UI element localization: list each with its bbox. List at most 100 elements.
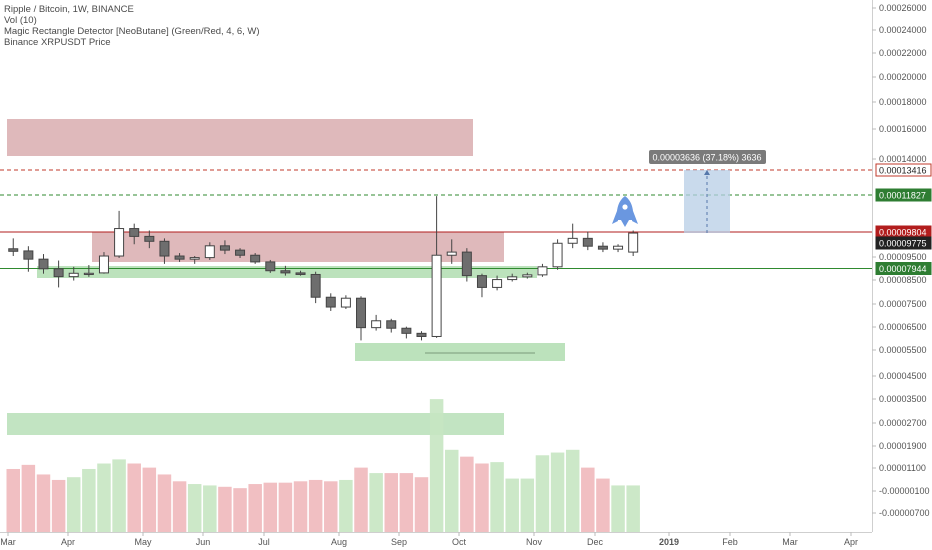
volume-bar	[324, 481, 338, 532]
candle[interactable]	[597, 242, 608, 253]
candle-body	[552, 242, 563, 268]
candle[interactable]	[431, 196, 442, 338]
candle[interactable]	[53, 260, 64, 288]
candle[interactable]	[371, 314, 382, 331]
legend-volume[interactable]: Vol (10)	[4, 15, 37, 26]
candle[interactable]	[507, 273, 518, 282]
candle[interactable]	[613, 244, 624, 253]
candle[interactable]	[144, 230, 155, 249]
volume-bar	[565, 449, 580, 532]
candle-body	[174, 255, 185, 260]
y-axis[interactable]: 0.00026000 0.00024000 0.00022000 0.00020000…	[872, 0, 930, 532]
candle[interactable]	[68, 266, 79, 281]
candle-body	[83, 272, 94, 275]
y-tick-label: 0.00024000	[879, 25, 927, 35]
candle[interactable]	[537, 263, 548, 277]
volume-bar	[308, 479, 323, 532]
price-tags: 0.00013416 0.00011827 0.000098040.00009775…	[875, 163, 932, 275]
volume-bar	[596, 478, 610, 532]
x-tick-label: May	[134, 537, 152, 547]
green-zone-lower[interactable]	[355, 343, 565, 361]
candle[interactable]	[310, 271, 321, 304]
y-tick-label: 0.00026000	[879, 3, 927, 13]
candle[interactable]	[265, 259, 276, 273]
y-tick-label: 0.00018000	[879, 97, 927, 107]
candle[interactable]	[189, 256, 200, 264]
candle[interactable]	[250, 253, 261, 264]
candle[interactable]	[446, 239, 457, 264]
volume-bar	[339, 479, 353, 532]
candle[interactable]	[129, 223, 140, 245]
volume-bar	[611, 485, 625, 532]
volume-bar	[21, 464, 36, 532]
candle[interactable]	[174, 253, 185, 262]
candle[interactable]	[38, 254, 49, 274]
candle[interactable]	[461, 248, 472, 282]
candle-body	[476, 275, 487, 288]
candle-body	[98, 255, 109, 274]
candle-body	[537, 266, 548, 276]
candle[interactable]	[159, 238, 170, 264]
price-tag: 0.00009804	[875, 225, 932, 239]
candle[interactable]	[204, 242, 215, 260]
candle[interactable]	[23, 246, 34, 272]
volume-bar	[218, 486, 232, 532]
legend-symbol[interactable]: Ripple / Bitcoin, 1W, BINANCE	[4, 4, 134, 15]
candle-body	[23, 250, 34, 260]
y-tick-label: 0.00016000	[879, 124, 927, 134]
candle[interactable]	[522, 272, 533, 279]
chart-legend: Ripple / Bitcoin, 1W, BINANCE Vol (10) M…	[4, 4, 260, 48]
candle-body	[613, 245, 624, 250]
rocket-icon	[612, 196, 638, 227]
green-zone-volume[interactable]	[7, 413, 504, 435]
volume-bar	[127, 463, 141, 532]
volume-bar	[293, 481, 308, 532]
volume-bar	[505, 478, 519, 532]
legend-indicator[interactable]: Magic Rectangle Detector [NeoButane] (Gr…	[4, 26, 260, 37]
candle[interactable]	[356, 296, 367, 341]
candle[interactable]	[567, 223, 578, 249]
candle-body	[235, 249, 246, 256]
candle[interactable]	[628, 230, 639, 257]
volume-bar	[475, 463, 489, 532]
candle[interactable]	[492, 275, 503, 291]
candle[interactable]	[325, 293, 336, 311]
candle[interactable]	[416, 331, 427, 341]
candle[interactable]	[582, 231, 593, 251]
candle[interactable]	[295, 270, 306, 276]
candle[interactable]	[340, 295, 351, 310]
candle-body	[401, 327, 412, 334]
volume-bar	[429, 399, 444, 532]
price-tag: 0.00009775	[875, 236, 932, 250]
candle[interactable]	[114, 210, 125, 258]
candle-body	[431, 254, 442, 337]
candle[interactable]	[552, 239, 563, 270]
candle-body	[567, 237, 578, 244]
red-zone-upper[interactable]	[7, 119, 473, 156]
candle[interactable]	[98, 252, 109, 274]
volume-bars	[6, 399, 640, 532]
candle[interactable]	[280, 265, 291, 276]
candle[interactable]	[83, 265, 94, 277]
volume-bar	[172, 481, 187, 532]
x-tick-label: Mar	[782, 537, 798, 547]
candle-body	[340, 297, 351, 308]
x-tick-label: Dec	[587, 537, 604, 547]
volume-bar	[354, 467, 368, 532]
legend-compare[interactable]: Binance XRPUSDT Price	[4, 37, 111, 48]
candle[interactable]	[235, 248, 246, 258]
x-tick-label: Apr	[844, 537, 858, 547]
candle[interactable]	[476, 273, 487, 298]
candle[interactable]	[386, 318, 397, 333]
candle[interactable]	[219, 240, 230, 255]
candle-body	[129, 228, 140, 237]
y-tick-label: 0.00008500	[879, 275, 927, 285]
candle-body	[461, 251, 472, 277]
volume-bar	[97, 463, 111, 532]
candle[interactable]	[401, 326, 412, 339]
candle[interactable]	[8, 238, 19, 257]
volume-bar	[6, 468, 20, 532]
candle-body	[114, 228, 125, 257]
x-axis[interactable]: Mar Apr May Jun Jul Aug Sep Oct Nov Dec 2019 Feb Mar…	[0, 532, 872, 547]
